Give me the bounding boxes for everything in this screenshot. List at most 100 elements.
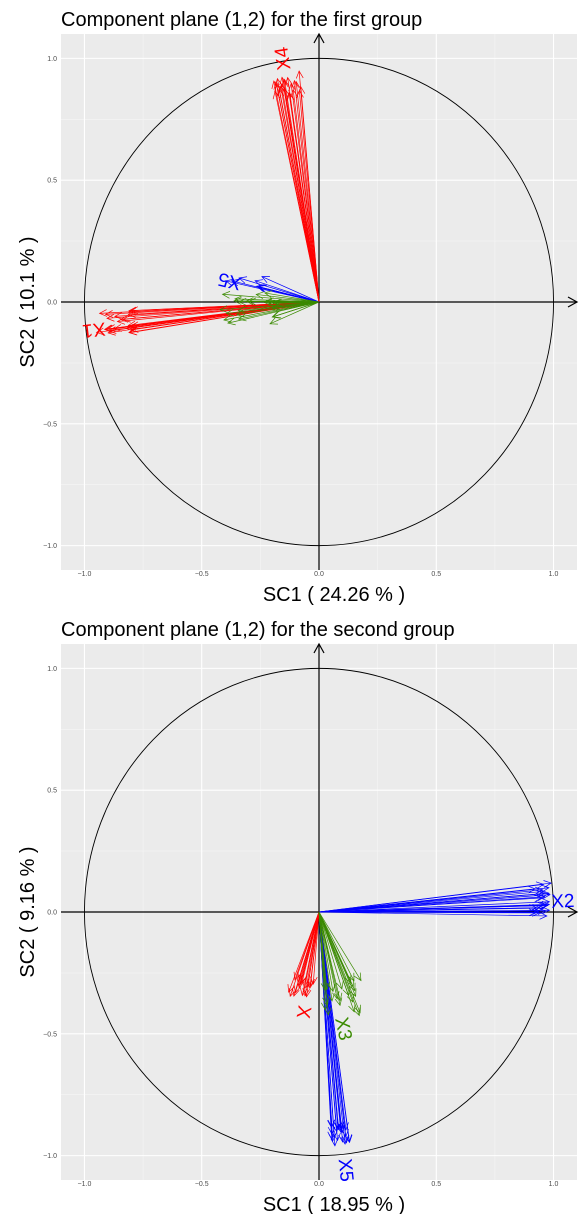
arrow-head xyxy=(542,906,551,915)
arrow-head xyxy=(323,1007,332,1016)
arrow-line xyxy=(318,911,343,990)
arrow-line xyxy=(239,277,320,303)
arrow-head xyxy=(341,1135,350,1144)
series-label-x2: X2 xyxy=(551,891,575,913)
arrow-line xyxy=(264,292,320,303)
arrow-head xyxy=(322,981,331,991)
arrow-head xyxy=(348,1003,356,1013)
x-tick-label: 0.5 xyxy=(431,1181,441,1188)
series-label-x4: X4 xyxy=(271,45,295,72)
arrow-head xyxy=(537,907,546,915)
arrow-line xyxy=(318,907,540,913)
arrow-line xyxy=(292,89,320,303)
arrow-head xyxy=(238,276,248,284)
arrow-head xyxy=(306,980,315,990)
arrow-head xyxy=(541,890,550,898)
x-axis-label: SC1 ( 18.95 % ) xyxy=(263,1194,405,1214)
arrow-line xyxy=(318,911,357,997)
arrow-head xyxy=(113,324,122,332)
arrow-head xyxy=(128,306,137,315)
arrow-line xyxy=(117,301,320,322)
arrow-head xyxy=(348,982,356,992)
arrow-head xyxy=(354,972,362,982)
arrow-line xyxy=(226,301,320,314)
arrow-line xyxy=(302,911,320,996)
arrow-line xyxy=(219,301,320,311)
arrow-head xyxy=(257,284,266,293)
arrow-line xyxy=(269,301,320,325)
arrow-head xyxy=(537,893,546,902)
arrow-head xyxy=(336,981,344,990)
arrow-head xyxy=(344,974,352,984)
arrow-head xyxy=(346,978,354,988)
arrow-line xyxy=(298,70,320,303)
arrow-line xyxy=(227,301,320,324)
y-tick-label: 1.0 xyxy=(47,56,57,63)
arrow-head xyxy=(227,317,236,326)
arrow-line xyxy=(318,897,542,913)
arrow-head xyxy=(541,884,550,893)
arrow-line xyxy=(318,911,362,981)
arrow-line xyxy=(287,77,320,303)
x-tick-label: 0.0 xyxy=(314,1181,324,1188)
arrow-head xyxy=(527,885,537,894)
series-x3-arrows xyxy=(318,911,362,1017)
y-axis-arrowhead xyxy=(313,642,325,654)
arrow-head xyxy=(334,992,343,1002)
y-tick-label: 0.5 xyxy=(47,788,57,795)
arrow-head xyxy=(293,984,302,994)
y-axis-label: SC2 ( 10.1 % ) xyxy=(17,236,39,367)
y-tick-label: −1.0 xyxy=(43,1153,57,1160)
arrow-head xyxy=(353,1004,361,1014)
arrow-line xyxy=(222,293,320,303)
arrow-head xyxy=(219,305,228,313)
x-axis-arrowhead xyxy=(567,906,579,918)
y-tick-label: 1.0 xyxy=(47,666,57,673)
x-tick-label: −1.0 xyxy=(78,1181,92,1188)
x-axis-label: SC1 ( 24.26 % ) xyxy=(263,584,405,606)
arrow-line xyxy=(257,286,320,303)
x-tick-label: −0.5 xyxy=(195,1181,209,1188)
arrow-line xyxy=(318,911,341,1001)
arrow-head xyxy=(230,278,240,287)
arrow-head xyxy=(278,85,286,94)
arrow-head xyxy=(103,324,113,333)
arrow-head xyxy=(272,311,282,319)
arrow-line xyxy=(318,891,544,913)
y-tick-label: −1.0 xyxy=(43,543,57,550)
arrow-line xyxy=(318,911,338,1000)
arrow-head xyxy=(542,891,551,899)
arrow-head xyxy=(274,77,283,87)
x-tick-label: 0.5 xyxy=(431,571,441,578)
arrow-head xyxy=(288,988,297,998)
arrow-head xyxy=(263,298,273,307)
arrow-line xyxy=(254,280,320,303)
x-axis-arrowhead xyxy=(567,296,579,308)
series-label-x3: X3 xyxy=(330,1015,355,1042)
chart-panel-2: Component plane (1,2) for the second gro… xyxy=(17,619,579,1214)
arrow-line xyxy=(318,911,334,992)
arrow-line xyxy=(234,300,320,303)
chart-title: Component plane (1,2) for the second gro… xyxy=(61,619,455,641)
arrow-head xyxy=(541,898,551,906)
arrow-head xyxy=(328,1133,337,1142)
arrow-head xyxy=(535,881,545,890)
arrow-line xyxy=(307,911,320,988)
arrow-line xyxy=(289,911,320,997)
arrow-head xyxy=(255,284,265,292)
arrow-line xyxy=(236,301,320,315)
arrow-head xyxy=(223,314,232,323)
arrow-line xyxy=(256,294,320,303)
y-axis-arrowhead xyxy=(313,32,325,44)
arrow-line xyxy=(318,911,333,1001)
arrow-line xyxy=(295,81,320,303)
arrow-head xyxy=(535,888,545,896)
arrow-head xyxy=(333,1121,342,1131)
arrow-head xyxy=(106,314,115,322)
series-unlabeled-arrows xyxy=(219,290,320,326)
y-tick-label: 0.0 xyxy=(47,300,57,307)
series-label-x5: X5 xyxy=(216,268,243,294)
arrow-line xyxy=(318,901,550,913)
arrow-head xyxy=(233,297,242,305)
arrow-head xyxy=(322,997,330,1006)
